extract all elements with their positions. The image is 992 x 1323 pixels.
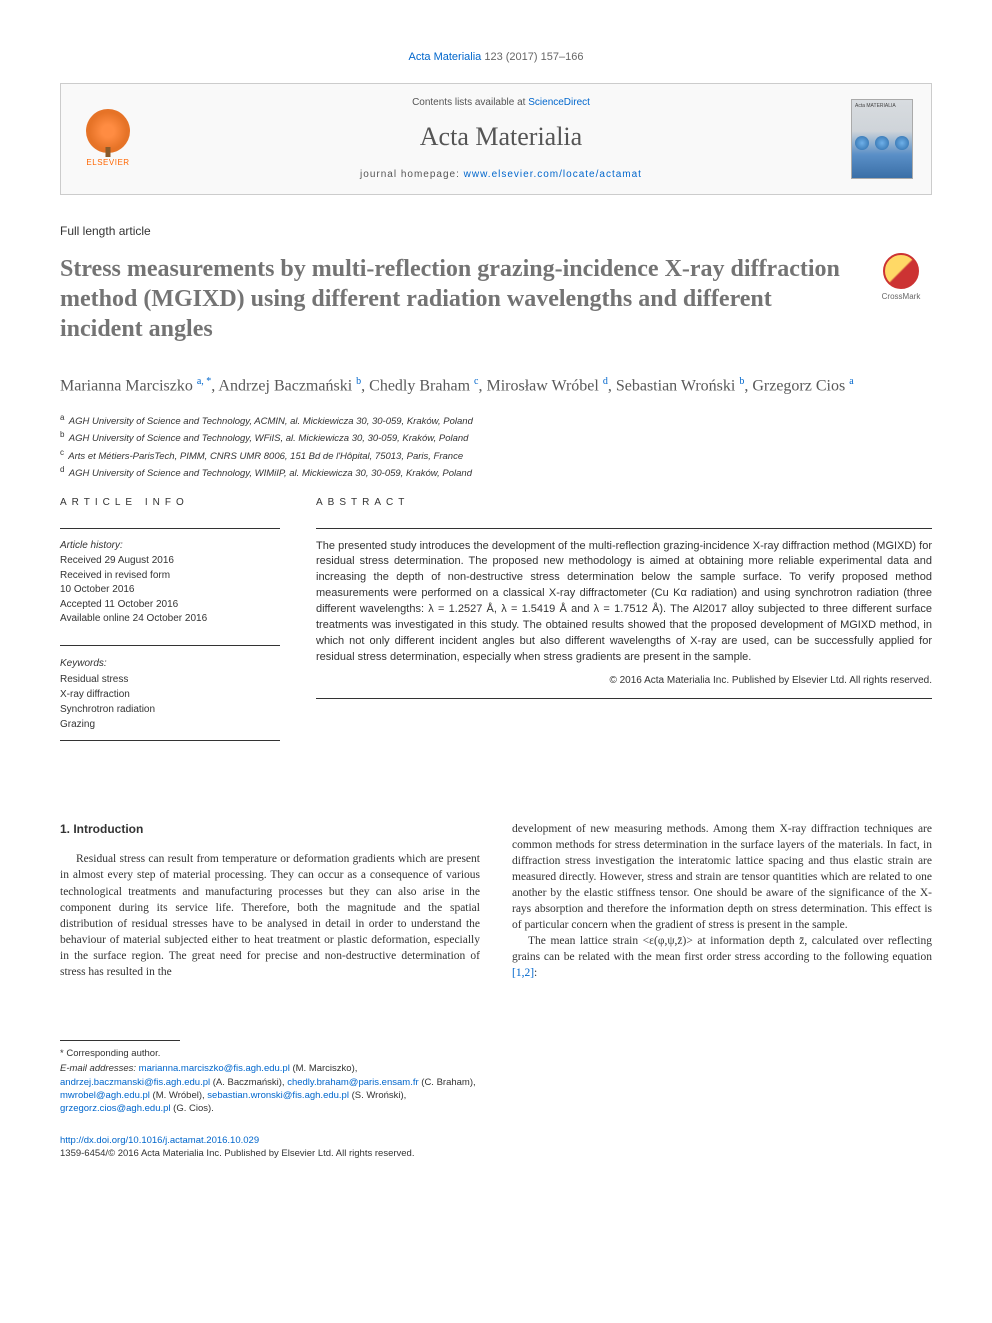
homepage-prefix: journal homepage:	[360, 169, 464, 180]
info-abstract-row: ARTICLE INFO Article history: Received 2…	[60, 496, 932, 741]
cover-decoration	[852, 136, 912, 150]
sciencedirect-link[interactable]: ScienceDirect	[528, 97, 590, 108]
journal-center: Contents lists available at ScienceDirec…	[151, 96, 851, 181]
history-line: Accepted 11 October 2016	[60, 598, 280, 613]
abstract-column: ABSTRACT The presented study introduces …	[316, 496, 932, 741]
para3-suffix: :	[534, 967, 537, 979]
intro-para-1: Residual stress can result from temperat…	[60, 851, 480, 980]
author-list: Marianna Marciszko a, *, Andrzej Baczmań…	[60, 374, 932, 398]
history-line: Received in revised form	[60, 569, 280, 584]
citation-header: Acta Materialia 123 (2017) 157–166	[60, 50, 932, 65]
author-email-link[interactable]: marianna.marciszko@fis.agh.edu.pl	[139, 1063, 290, 1074]
citation-journal-link[interactable]: Acta Materialia	[409, 51, 482, 63]
author-email-name: (M. Wróbel),	[150, 1090, 207, 1101]
elsevier-logo[interactable]: ELSEVIER	[79, 105, 137, 173]
crossmark-badge[interactable]: CrossMark	[870, 253, 932, 302]
abstract-copyright: © 2016 Acta Materialia Inc. Published by…	[316, 674, 932, 699]
journal-name: Acta Materialia	[151, 119, 851, 155]
body-columns: 1. Introduction Residual stress can resu…	[60, 821, 932, 1161]
elsevier-label: ELSEVIER	[86, 157, 129, 168]
history-line: Available online 24 October 2016	[60, 612, 280, 627]
affiliation-item: b AGH University of Science and Technolo…	[60, 429, 932, 446]
abstract-label: ABSTRACT	[316, 496, 932, 516]
affiliation-item: a AGH University of Science and Technolo…	[60, 412, 932, 429]
keyword-item: Residual stress	[60, 672, 280, 687]
crossmark-icon	[883, 253, 919, 289]
author-email-name: (M. Marciszko),	[290, 1063, 358, 1074]
keyword-item: X-ray diffraction	[60, 687, 280, 702]
article-title: Stress measurements by multi-reflection …	[60, 254, 840, 344]
cover-text: Acta MATERIALIA	[855, 103, 896, 109]
para3-prefix: The mean lattice strain <ε(φ,ψ,z̄)> at i…	[512, 935, 932, 963]
history-line: 10 October 2016	[60, 583, 280, 598]
corresponding-author-note: * Corresponding author.	[60, 1047, 480, 1060]
contents-prefix: Contents lists available at	[412, 97, 528, 108]
author-email-link[interactable]: mwrobel@agh.edu.pl	[60, 1090, 150, 1101]
author-email-link[interactable]: andrzej.baczmanski@fis.agh.edu.pl	[60, 1077, 210, 1088]
page-container: Acta Materialia 123 (2017) 157–166 ELSEV…	[0, 0, 992, 1200]
article-history: Article history: Received 29 August 2016…	[60, 539, 280, 627]
affiliation-list: a AGH University of Science and Technolo…	[60, 412, 932, 482]
author-email-name: (C. Braham),	[419, 1077, 476, 1088]
homepage-link[interactable]: www.elsevier.com/locate/actamat	[464, 169, 642, 180]
article-type-and-title: Full length article Stress measurements …	[60, 223, 870, 362]
keyword-item: Synchrotron radiation	[60, 702, 280, 717]
body-column-right: development of new measuring methods. Am…	[512, 821, 932, 1161]
author-email-name: (S. Wroński),	[349, 1090, 406, 1101]
keywords-label: Keywords:	[60, 656, 280, 671]
article-type: Full length article	[60, 223, 870, 240]
citation-ref: 123 (2017) 157–166	[481, 51, 583, 63]
intro-para-3: The mean lattice strain <ε(φ,ψ,z̄)> at i…	[512, 933, 932, 981]
crossmark-label: CrossMark	[882, 291, 921, 302]
journal-cover-thumbnail[interactable]: Acta MATERIALIA	[851, 99, 913, 179]
article-info-column: ARTICLE INFO Article history: Received 2…	[60, 496, 280, 741]
reference-link-1-2[interactable]: [1,2]	[512, 967, 534, 979]
doi-block: http://dx.doi.org/10.1016/j.actamat.2016…	[60, 1134, 480, 1147]
journal-info-box: ELSEVIER Contents lists available at Sci…	[60, 83, 932, 194]
keyword-item: Grazing	[60, 717, 280, 732]
section-heading-intro: 1. Introduction	[60, 821, 480, 838]
elsevier-tree-icon	[86, 109, 130, 153]
email-label: E-mail addresses:	[60, 1063, 136, 1074]
contents-line: Contents lists available at ScienceDirec…	[151, 96, 851, 110]
history-label: Article history:	[60, 539, 280, 554]
affiliation-item: c Arts et Métiers-ParisTech, PIMM, CNRS …	[60, 447, 932, 464]
author-email-name: (A. Baczmański),	[210, 1077, 287, 1088]
author-email-link[interactable]: chedly.braham@paris.ensam.fr	[287, 1077, 418, 1088]
email-addresses: E-mail addresses: marianna.marciszko@fis…	[60, 1062, 480, 1115]
article-meta-row: Full length article Stress measurements …	[60, 223, 932, 362]
affiliation-item: d AGH University of Science and Technolo…	[60, 464, 932, 481]
article-info-label: ARTICLE INFO	[60, 496, 280, 516]
keywords-block: Keywords: Residual stressX-ray diffracti…	[60, 656, 280, 741]
footer-block: * Corresponding author. E-mail addresses…	[60, 1040, 480, 1160]
doi-link[interactable]: http://dx.doi.org/10.1016/j.actamat.2016…	[60, 1135, 259, 1146]
body-column-left: 1. Introduction Residual stress can resu…	[60, 821, 480, 1161]
author-email-name: (G. Cios).	[171, 1103, 214, 1114]
history-line: Received 29 August 2016	[60, 554, 280, 569]
abstract-text: The presented study introduces the devel…	[316, 528, 932, 667]
author-email-link[interactable]: grzegorz.cios@agh.edu.pl	[60, 1103, 171, 1114]
author-email-link[interactable]: sebastian.wronski@fis.agh.edu.pl	[207, 1090, 349, 1101]
homepage-line: journal homepage: www.elsevier.com/locat…	[151, 168, 851, 182]
issn-copyright: 1359-6454/© 2016 Acta Materialia Inc. Pu…	[60, 1147, 480, 1160]
intro-para-2: development of new measuring methods. Am…	[512, 821, 932, 934]
